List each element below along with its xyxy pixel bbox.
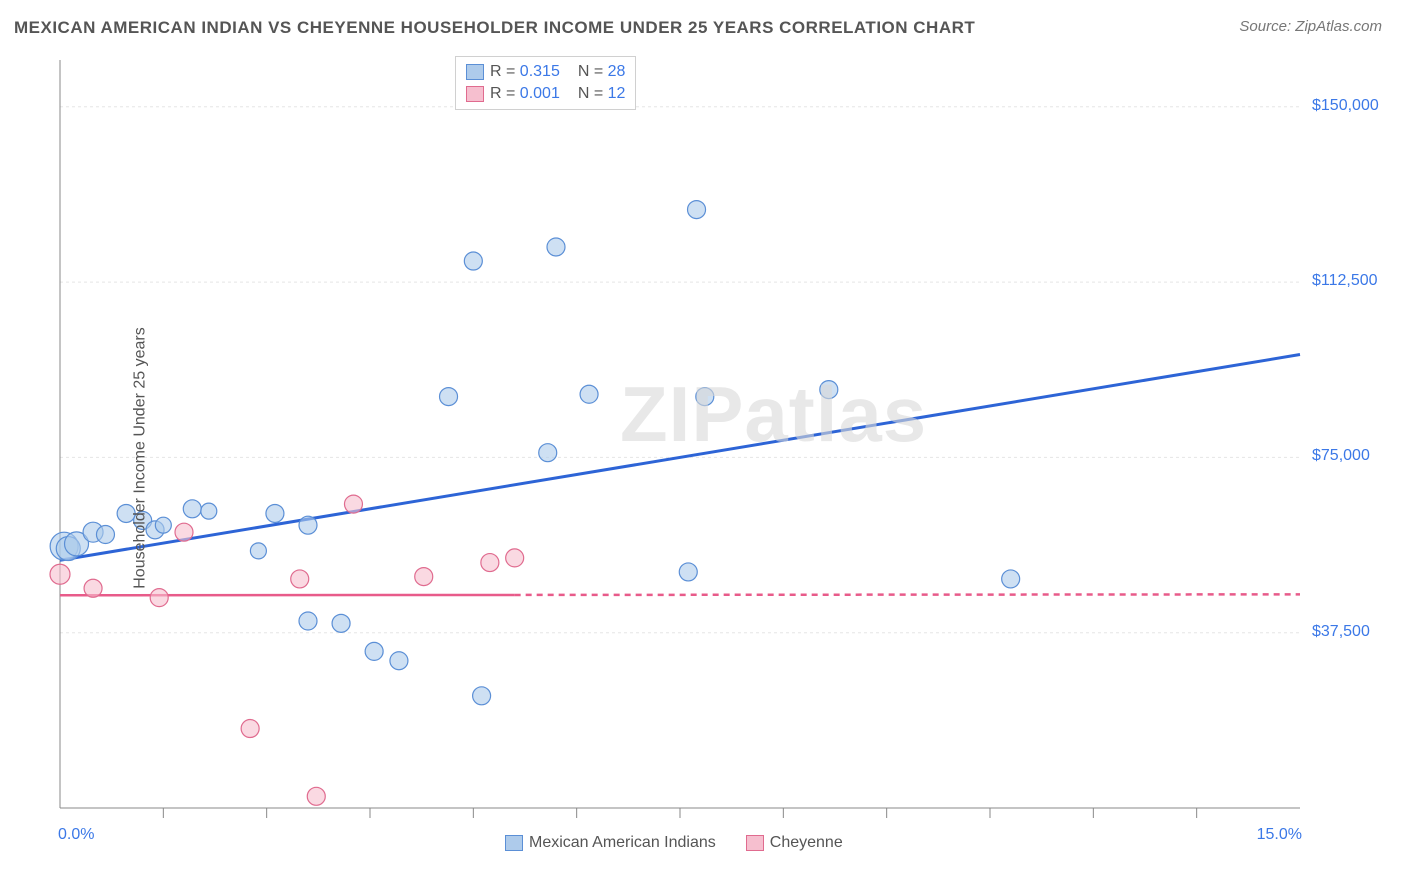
legend-swatch — [505, 835, 523, 851]
legend-label: Cheyenne — [770, 834, 843, 852]
source-prefix: Source: — [1239, 18, 1295, 35]
y-tick-label: $75,000 — [1312, 447, 1370, 465]
legend-row: R = 0.315N = 28 — [466, 61, 625, 83]
y-tick-label: $150,000 — [1312, 97, 1379, 115]
legend-stats: R = 0.001N = 12 — [490, 85, 625, 103]
legend-label: Mexican American Indians — [529, 834, 716, 852]
correlation-legend: R = 0.315N = 28 R = 0.001N = 12 — [455, 56, 636, 110]
chart-container: ZIPatlas Householder Income Under 25 yea… — [0, 48, 1406, 868]
chart-title: MEXICAN AMERICAN INDIAN VS CHEYENNE HOUS… — [14, 18, 975, 38]
legend-item: Cheyenne — [746, 832, 843, 854]
legend-stats: R = 0.315N = 28 — [490, 63, 625, 81]
legend-swatch — [746, 835, 764, 851]
y-axis-label: Householder Income Under 25 years — [132, 327, 150, 588]
series-legend: Mexican American Indians Cheyenne — [505, 832, 843, 854]
scatter-chart — [0, 48, 1406, 868]
legend-item: Mexican American Indians — [505, 832, 716, 854]
source-name: ZipAtlas.com — [1295, 18, 1382, 35]
legend-row: R = 0.001N = 12 — [466, 83, 625, 105]
y-tick-label: $112,500 — [1312, 272, 1378, 290]
legend-swatch — [466, 86, 484, 102]
x-tick-label: 0.0% — [58, 826, 94, 844]
source-attribution: Source: ZipAtlas.com — [1239, 18, 1382, 35]
legend-swatch — [466, 64, 484, 80]
y-tick-label: $37,500 — [1312, 623, 1370, 641]
x-tick-label: 15.0% — [1257, 826, 1302, 844]
